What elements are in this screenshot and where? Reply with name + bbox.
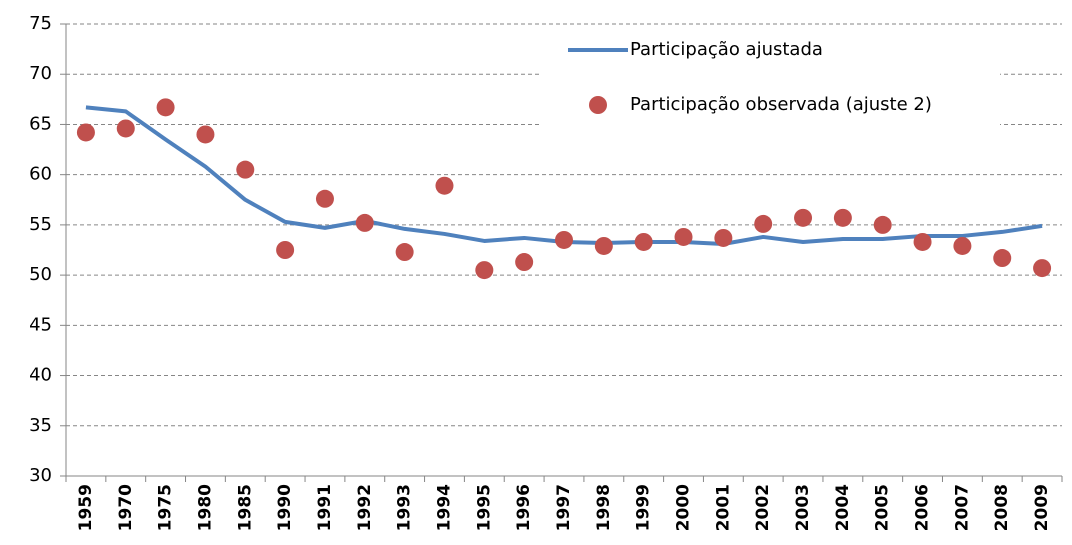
x-tick-label: 1959 [76, 484, 96, 531]
x-tick-label: 2001 [713, 484, 733, 531]
x-tick-label: 1999 [634, 484, 654, 531]
marker [355, 213, 374, 232]
marker [196, 125, 215, 144]
x-tick-label: 1970 [116, 484, 136, 531]
marker [475, 261, 494, 280]
marker [634, 232, 653, 251]
x-tick-label: 2005 [873, 484, 893, 531]
y-tick-label: 45 [29, 314, 52, 335]
marker [276, 241, 295, 259]
x-tick-label: 1990 [275, 484, 295, 531]
marker [1033, 259, 1052, 278]
y-tick-label: 30 [29, 465, 52, 486]
x-tick-label: 1997 [554, 484, 574, 531]
x-tick-label: 1975 [156, 484, 176, 531]
marker [913, 232, 932, 251]
marker [674, 227, 693, 246]
y-tick-label: 70 [29, 63, 52, 84]
x-tick-label: 2003 [793, 484, 813, 531]
marker [833, 208, 852, 227]
marker [315, 189, 334, 208]
y-tick-label: 60 [29, 164, 52, 185]
y-tick-label: 65 [29, 113, 52, 134]
x-tick-label: 2006 [913, 484, 933, 531]
legend-swatch [589, 96, 607, 114]
y-tick-label: 40 [29, 365, 52, 386]
marker [754, 214, 773, 233]
x-tick-label: 1998 [594, 484, 614, 531]
x-tick-label: 1992 [355, 484, 375, 531]
y-tick-label: 55 [29, 214, 52, 235]
x-tick-label: 2008 [992, 484, 1012, 531]
x-tick-label: 1985 [235, 484, 255, 531]
marker [953, 236, 972, 255]
x-tick-label: 2009 [1032, 484, 1052, 531]
x-tick-label: 1994 [434, 484, 454, 531]
y-tick-label: 35 [29, 415, 52, 436]
legend-label: Participação ajustada [630, 39, 823, 60]
legend-label: Participação observada (ajuste 2) [630, 94, 932, 115]
legend-box [540, 25, 1000, 143]
marker [714, 228, 733, 247]
marker [873, 215, 892, 234]
y-tick-label: 50 [29, 264, 52, 285]
marker [76, 123, 95, 142]
x-tick-label: 2007 [952, 484, 972, 531]
x-tick-label: 1991 [315, 484, 335, 531]
x-tick-label: 1993 [395, 484, 415, 531]
x-tick-label: 1996 [514, 484, 534, 531]
marker [395, 243, 414, 262]
marker [555, 230, 573, 249]
x-tick-label: 1995 [474, 484, 494, 531]
y-tick-label: 75 [29, 13, 52, 34]
x-tick-label: 2000 [674, 484, 694, 531]
marker [515, 253, 534, 272]
marker [156, 98, 175, 117]
x-tick-label: 2002 [753, 484, 773, 531]
marker [435, 176, 454, 195]
marker [794, 208, 813, 227]
x-tick-label: 1980 [195, 484, 215, 531]
x-tick-label: 2004 [833, 484, 853, 531]
marker [116, 119, 135, 138]
marker [993, 249, 1012, 268]
marker [236, 160, 255, 179]
marker [594, 236, 613, 255]
